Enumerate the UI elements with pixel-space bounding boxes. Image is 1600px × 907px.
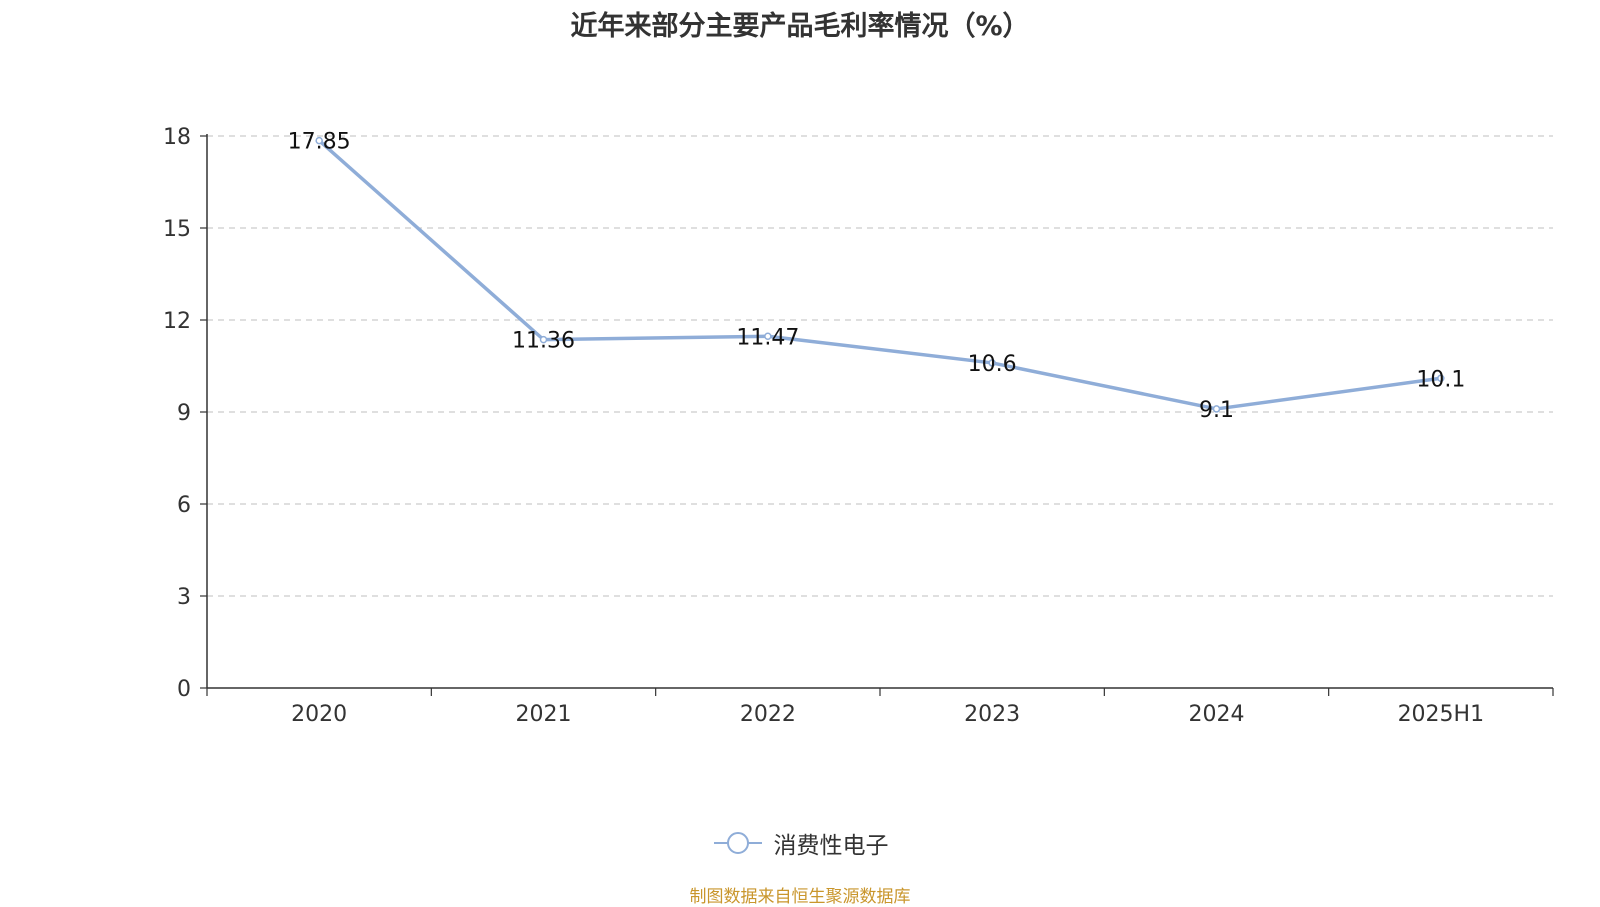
y-tick-label: 15 — [163, 217, 191, 242]
data-point[interactable] — [764, 332, 772, 341]
data-point[interactable] — [988, 359, 996, 367]
legend-label: 消费性电子 — [773, 833, 889, 859]
y-tick-label: 3 — [177, 585, 191, 610]
y-tick-label: 18 — [163, 125, 191, 150]
data-label: 11.36 — [512, 329, 575, 354]
x-tick-label: 2025H1 — [1398, 702, 1485, 727]
data-label: 11.47 — [736, 325, 799, 350]
y-tick-label: 0 — [177, 677, 191, 702]
data-label: 17.85 — [288, 130, 351, 155]
series-line — [315, 136, 1445, 413]
data-point[interactable] — [1437, 374, 1445, 383]
chart-title: 近年来部分主要产品毛利率情况（%） — [570, 11, 1030, 42]
grid-lines — [207, 135, 1553, 597]
data-point[interactable] — [315, 136, 323, 145]
axes: 0 3 6 9 12 15 18 2020 2021 2022 2023 2024 2025H1 — [163, 125, 1554, 727]
data-label: 10.1 — [1416, 367, 1465, 392]
legend[interactable]: 消费性电子 — [0, 826, 1600, 862]
data-labels: 17.85 11.36 11.47 10.6 9.1 10.1 — [288, 130, 1466, 423]
data-point[interactable] — [539, 335, 548, 344]
series-line-path — [318, 139, 1442, 411]
x-tick-label: 2022 — [740, 702, 796, 727]
x-tick-label: 2020 — [291, 702, 347, 727]
y-tick-label: 9 — [177, 401, 191, 426]
legend-line-icon — [713, 832, 762, 854]
x-tick-label: 2024 — [1189, 702, 1245, 727]
data-label: 10.6 — [968, 352, 1017, 377]
data-label: 9.1 — [1199, 398, 1234, 423]
x-tick-label: 2021 — [516, 702, 572, 727]
y-tick-label: 12 — [163, 309, 191, 334]
y-tick-label: 6 — [177, 493, 191, 518]
source-note: 制图数据来自恒生聚源数据库 — [689, 887, 911, 907]
x-tick-label: 2023 — [964, 702, 1020, 727]
data-point[interactable] — [1212, 405, 1221, 413]
